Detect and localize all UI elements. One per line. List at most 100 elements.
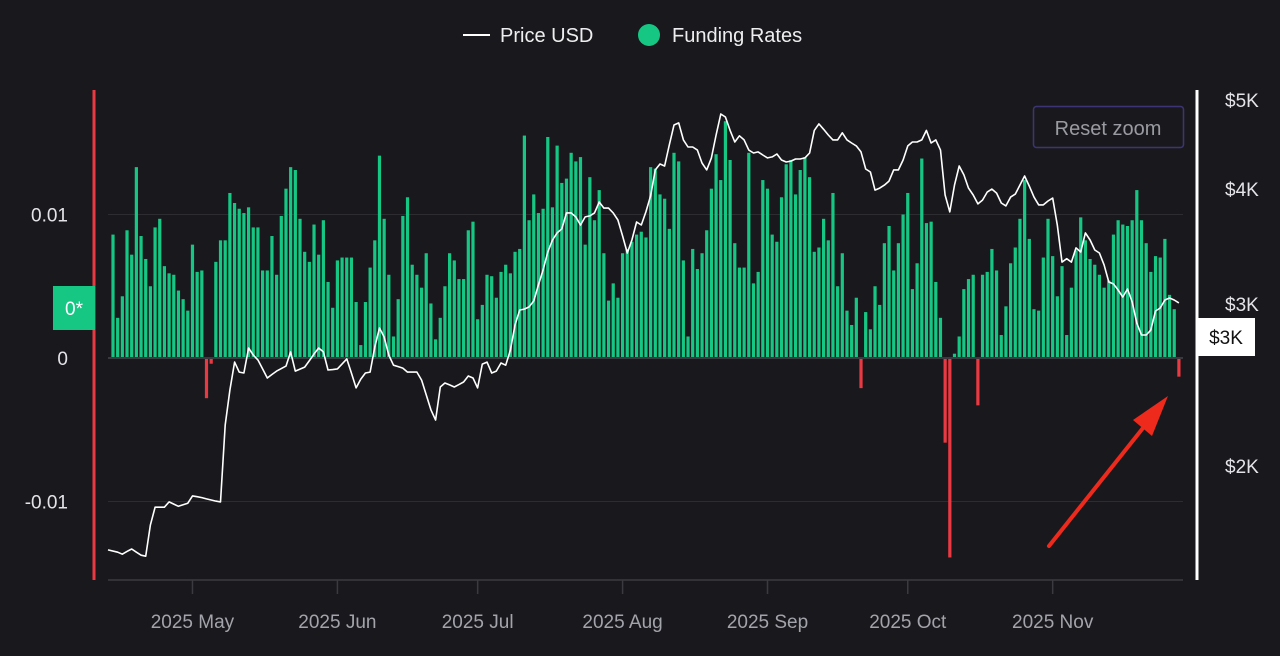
funding-bar-positive[interactable] <box>924 223 929 358</box>
funding-bar-positive[interactable] <box>906 192 910 358</box>
funding-bar-positive[interactable] <box>892 270 896 358</box>
funding-bar-positive[interactable] <box>723 121 728 358</box>
funding-bar-positive[interactable] <box>597 190 601 358</box>
funding-bar-positive[interactable] <box>186 310 190 358</box>
funding-bar-positive[interactable] <box>560 182 564 358</box>
funding-bar-positive[interactable] <box>148 286 152 358</box>
funding-bar-positive[interactable] <box>120 296 124 358</box>
funding-bar-positive[interactable] <box>368 267 372 358</box>
funding-bar-positive[interactable] <box>265 270 269 358</box>
funding-bar-positive[interactable] <box>246 207 251 358</box>
funding-bar-positive[interactable] <box>994 270 999 358</box>
funding-bar-positive[interactable] <box>125 230 129 358</box>
funding-bar-positive[interactable] <box>822 218 826 358</box>
funding-bar-positive[interactable] <box>1009 263 1013 358</box>
funding-bar-positive[interactable] <box>349 257 354 358</box>
funding-bar-negative[interactable] <box>204 358 209 399</box>
funding-bar-positive[interactable] <box>321 220 325 358</box>
funding-bar-positive[interactable] <box>1055 296 1059 358</box>
funding-bar-positive[interactable] <box>644 237 648 358</box>
funding-bar-negative[interactable] <box>948 358 952 558</box>
funding-bar-positive[interactable] <box>854 297 858 358</box>
funding-bar-positive[interactable] <box>714 154 718 358</box>
funding-bar-positive[interactable] <box>195 271 199 358</box>
legend-item-price[interactable]: Price USD <box>463 25 593 47</box>
funding-bar-positive[interactable] <box>326 281 330 358</box>
funding-bar-positive[interactable] <box>541 208 545 358</box>
funding-bar-positive[interactable] <box>845 310 849 358</box>
funding-bar-positive[interactable] <box>831 192 835 358</box>
funding-bar-positive[interactable] <box>452 260 456 358</box>
funding-bar-positive[interactable] <box>546 137 550 358</box>
funding-bar-positive[interactable] <box>200 270 204 358</box>
funding-bar-positive[interactable] <box>237 208 241 358</box>
funding-bar-positive[interactable] <box>775 241 779 358</box>
funding-bar-positive[interactable] <box>438 317 442 358</box>
funding-bar-positive[interactable] <box>448 253 452 358</box>
funding-bar-positive[interactable] <box>471 221 475 358</box>
funding-bar-positive[interactable] <box>990 248 994 358</box>
funding-bar-positive[interactable] <box>1139 220 1144 358</box>
funding-bar-positive[interactable] <box>181 299 185 358</box>
funding-bar-positive[interactable] <box>742 267 746 358</box>
funding-bar-positive[interactable] <box>910 289 915 358</box>
funding-bar-positive[interactable] <box>373 240 377 358</box>
funding-bar-positive[interactable] <box>462 279 466 358</box>
funding-bar-positive[interactable] <box>466 230 470 358</box>
funding-bar-positive[interactable] <box>882 243 886 358</box>
funding-bar-positive[interactable] <box>476 319 480 358</box>
funding-bar-positive[interactable] <box>1125 225 1130 358</box>
funding-bar-negative[interactable] <box>209 358 213 364</box>
funding-bar-positive[interactable] <box>733 243 737 358</box>
funding-bar-positive[interactable] <box>1060 266 1064 358</box>
funding-bar-positive[interactable] <box>686 336 690 358</box>
funding-bar-positive[interactable] <box>649 167 653 358</box>
funding-bar-positive[interactable] <box>756 271 760 358</box>
funding-bar-positive[interactable] <box>1051 256 1055 358</box>
funding-bar-positive[interactable] <box>158 218 162 358</box>
funding-bar-positive[interactable] <box>728 159 732 358</box>
funding-bar-positive[interactable] <box>864 312 868 358</box>
funding-bar-positive[interactable] <box>938 317 943 358</box>
funding-bar-positive[interactable] <box>130 254 134 358</box>
funding-bar-positive[interactable] <box>1069 287 1073 358</box>
funding-bar-positive[interactable] <box>677 161 681 358</box>
funding-bar-positive[interactable] <box>1153 256 1158 358</box>
funding-bar-positive[interactable] <box>1088 258 1092 358</box>
funding-bar-positive[interactable] <box>223 240 227 358</box>
funding-bar-positive[interactable] <box>518 248 522 358</box>
funding-bar-positive[interactable] <box>836 286 840 358</box>
funding-bar-positive[interactable] <box>527 220 531 358</box>
funding-bar-positive[interactable] <box>966 279 971 358</box>
funding-bar-positive[interactable] <box>929 221 933 358</box>
funding-bar-positive[interactable] <box>522 135 526 358</box>
funding-bar-positive[interactable] <box>293 170 297 358</box>
funding-bar-negative[interactable] <box>976 358 980 406</box>
funding-bar-positive[interactable] <box>751 283 756 358</box>
funding-bar-positive[interactable] <box>363 302 368 358</box>
reset-zoom-button[interactable]: Reset zoom <box>1032 105 1185 149</box>
funding-bar-positive[interactable] <box>896 243 900 358</box>
funding-bar-positive[interactable] <box>1093 264 1097 358</box>
funding-bar-positive[interactable] <box>134 167 138 358</box>
funding-bar-positive[interactable] <box>550 207 555 358</box>
funding-bar-positive[interactable] <box>111 234 115 358</box>
funding-bar-positive[interactable] <box>331 307 335 358</box>
funding-bar-positive[interactable] <box>578 157 583 358</box>
legend-item-funding[interactable]: Funding Rates <box>638 24 802 47</box>
funding-bar-positive[interactable] <box>971 274 975 358</box>
funding-bar-positive[interactable] <box>592 220 597 358</box>
funding-bar-positive[interactable] <box>335 260 339 358</box>
funding-bar-positive[interactable] <box>289 167 293 358</box>
funding-bar-positive[interactable] <box>798 170 802 358</box>
funding-bar-positive[interactable] <box>653 168 657 358</box>
funding-bar-positive[interactable] <box>284 188 288 358</box>
funding-bar-positive[interactable] <box>256 227 260 358</box>
funding-bar-positive[interactable] <box>625 248 629 358</box>
funding-bar-positive[interactable] <box>583 244 587 358</box>
funding-bar-positive[interactable] <box>1107 280 1111 358</box>
funding-bar-positive[interactable] <box>391 336 396 358</box>
funding-bar-positive[interactable] <box>228 192 232 358</box>
funding-bar-positive[interactable] <box>569 152 573 358</box>
funding-bar-positive[interactable] <box>410 264 414 358</box>
